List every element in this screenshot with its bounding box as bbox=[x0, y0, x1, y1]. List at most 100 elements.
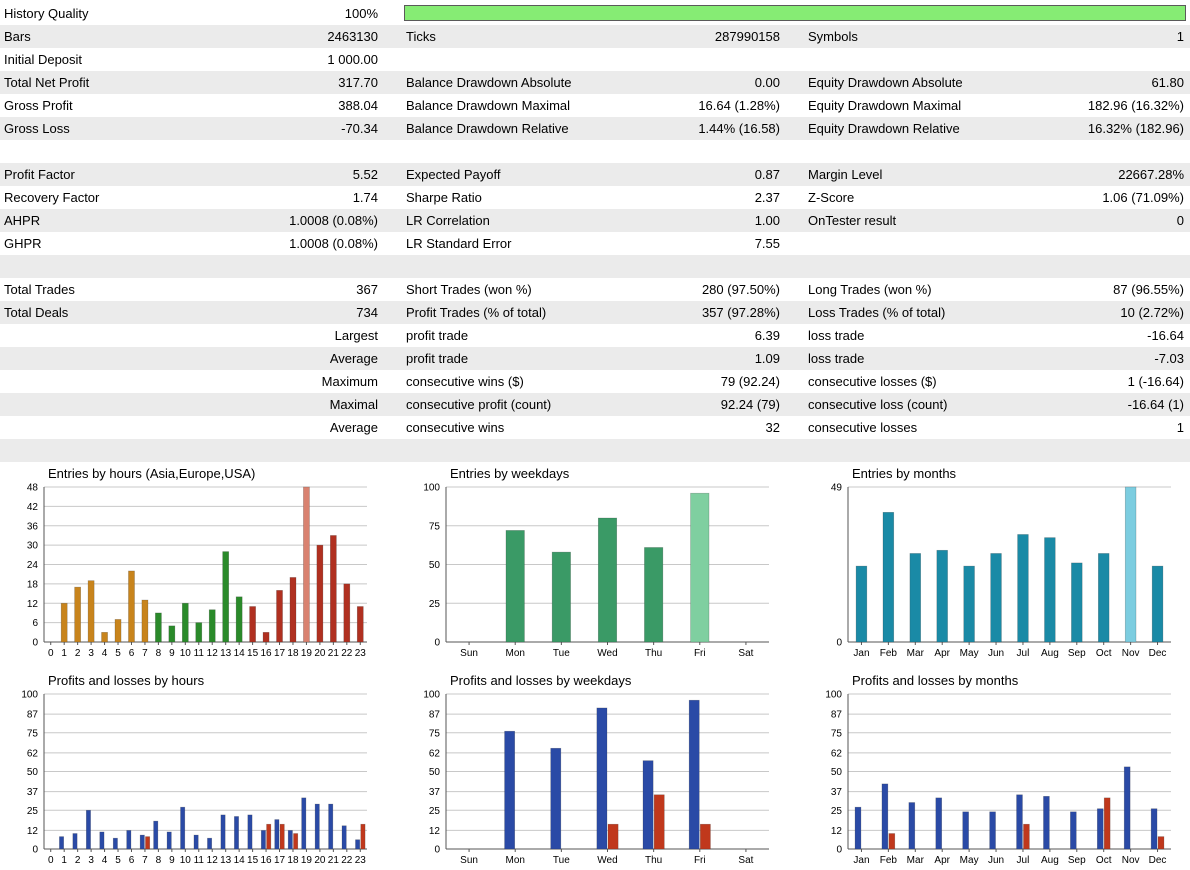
x-tick-label: Mon bbox=[505, 648, 524, 659]
summary-row: Average profit trade 1.09 loss trade -7.03 bbox=[0, 347, 1190, 370]
profit-bar-2 bbox=[72, 833, 78, 850]
x-tick-label: May bbox=[960, 855, 979, 866]
chart-title: Entries by weekdays bbox=[450, 466, 570, 481]
x-tick-label: Tue bbox=[553, 855, 570, 866]
profit-bar-1 bbox=[59, 836, 64, 850]
summary-value: -70.34 bbox=[341, 121, 378, 136]
summary-label: profit trade bbox=[406, 328, 469, 343]
profit-bar-10 bbox=[180, 806, 186, 850]
profit-bar-14 bbox=[234, 816, 239, 850]
summary-value: Maximum bbox=[321, 374, 378, 389]
summary-value: 1.00 bbox=[754, 213, 780, 228]
summary-row: AHPR 1.0008 (0.08%) LR Correlation 1.00 OnTe… bbox=[0, 209, 1190, 232]
summary-row: Gross Loss -70.34 Balance Drawdown Relativ… bbox=[0, 117, 1190, 140]
bar-20 bbox=[316, 544, 324, 643]
summary-value: 182.96 (16.32%) bbox=[1087, 98, 1184, 113]
summary-value: 100% bbox=[344, 6, 378, 21]
bar-22 bbox=[343, 583, 351, 643]
summary-row: Profit Factor 5.52 Expected Payoff 0.87 Marg… bbox=[0, 163, 1190, 186]
y-tick-label: 12 bbox=[429, 826, 441, 837]
profit-bar-Thu bbox=[642, 760, 654, 850]
x-tick-label: Jan bbox=[853, 648, 869, 659]
summary-value: 1 000.00 bbox=[327, 52, 378, 67]
summary-label: Z-Score bbox=[808, 190, 855, 205]
bar-1 bbox=[60, 602, 68, 643]
x-tick-label: 8 bbox=[156, 855, 162, 866]
profit-bar-Fri bbox=[688, 699, 700, 850]
chart-entries-weekdays: Entries by weekdays 0 25 50 75 100 Sun Mon Tue We… bbox=[423, 466, 769, 659]
summary-value: 32 bbox=[765, 420, 780, 435]
summary-label: consecutive losses bbox=[808, 420, 918, 435]
y-tick-label: 36 bbox=[27, 521, 39, 532]
x-tick-label: Oct bbox=[1096, 855, 1112, 866]
y-tick-label: 62 bbox=[27, 748, 39, 759]
summary-value: 1 bbox=[1176, 29, 1184, 44]
summary-value: -16.64 (1) bbox=[1127, 397, 1184, 412]
x-tick-label: Aug bbox=[1041, 855, 1059, 866]
summary-label: consecutive losses ($) bbox=[808, 374, 937, 389]
bar-7 bbox=[141, 599, 149, 643]
x-tick-label: 9 bbox=[169, 648, 175, 659]
y-tick-label: 100 bbox=[423, 690, 440, 701]
summary-value: 1.0008 (0.08%) bbox=[289, 236, 378, 251]
bar-Thu bbox=[644, 547, 664, 643]
bar-Aug bbox=[1044, 537, 1056, 643]
summary-value: Average bbox=[329, 420, 378, 435]
x-tick-label: Dec bbox=[1149, 648, 1167, 659]
y-tick-label: 25 bbox=[831, 806, 843, 817]
x-tick-label: Aug bbox=[1041, 648, 1059, 659]
y-tick-label: 6 bbox=[32, 618, 38, 629]
y-tick-label: 25 bbox=[27, 806, 39, 817]
bar-18 bbox=[289, 577, 297, 643]
bar-Fri bbox=[690, 492, 710, 643]
x-tick-label: Dec bbox=[1149, 855, 1167, 866]
summary-value: 1.09 bbox=[754, 351, 780, 366]
summary-label: GHPR bbox=[4, 236, 42, 251]
summary-row: Total Trades 367 Short Trades (won %) 280 (… bbox=[0, 278, 1190, 301]
summary-label: Symbols bbox=[808, 29, 858, 44]
y-tick-label: 0 bbox=[836, 638, 842, 649]
x-tick-label: 22 bbox=[341, 855, 353, 866]
summary-label: LR Standard Error bbox=[406, 236, 512, 251]
loss-bar-7 bbox=[145, 836, 151, 850]
profit-bar-22 bbox=[341, 825, 347, 850]
bar-19 bbox=[303, 486, 310, 643]
bar-5 bbox=[114, 619, 122, 643]
x-tick-label: Nov bbox=[1122, 648, 1140, 659]
profit-bar-Mon bbox=[504, 730, 516, 850]
summary-label: loss trade bbox=[808, 351, 865, 366]
x-tick-label: 0 bbox=[48, 648, 54, 659]
x-tick-label: 21 bbox=[328, 648, 340, 659]
x-tick-label: Mon bbox=[505, 855, 524, 866]
profit-bar-20 bbox=[314, 803, 320, 850]
bar-10 bbox=[181, 602, 189, 643]
y-tick-label: 100 bbox=[423, 483, 440, 494]
y-tick-label: 62 bbox=[429, 748, 441, 759]
x-tick-label: 16 bbox=[261, 648, 273, 659]
y-tick-label: 87 bbox=[27, 710, 39, 721]
profit-bar-Tue bbox=[550, 747, 562, 850]
summary-value: 79 (92.24) bbox=[720, 374, 780, 389]
summary-label: Gross Profit bbox=[4, 98, 73, 113]
x-tick-label: Sun bbox=[460, 648, 478, 659]
y-tick-label: 30 bbox=[27, 541, 39, 552]
y-tick-label: 37 bbox=[27, 787, 39, 798]
summary-value: 0.87 bbox=[754, 167, 780, 182]
summary-value: 16.32% (182.96) bbox=[1087, 121, 1184, 136]
y-tick-label: 42 bbox=[27, 502, 39, 513]
summary-value: 367 bbox=[356, 282, 378, 297]
bar-11 bbox=[195, 622, 203, 643]
x-tick-label: 14 bbox=[234, 648, 246, 659]
profit-bar-17 bbox=[274, 819, 280, 850]
summary-label: Bars bbox=[4, 29, 31, 44]
summary-value: 61.80 bbox=[1151, 75, 1184, 90]
x-tick-label: 11 bbox=[194, 855, 205, 866]
y-tick-label: 50 bbox=[429, 560, 441, 571]
y-tick-label: 18 bbox=[27, 579, 39, 590]
summary-row: Largest profit trade 6.39 loss trade -16.64 bbox=[0, 324, 1190, 347]
bar-2 bbox=[74, 586, 81, 643]
summary-label: Equity Drawdown Relative bbox=[808, 121, 960, 136]
bar-6 bbox=[128, 570, 135, 643]
profit-bar-23 bbox=[355, 839, 361, 850]
profit-bar-9 bbox=[166, 831, 172, 850]
